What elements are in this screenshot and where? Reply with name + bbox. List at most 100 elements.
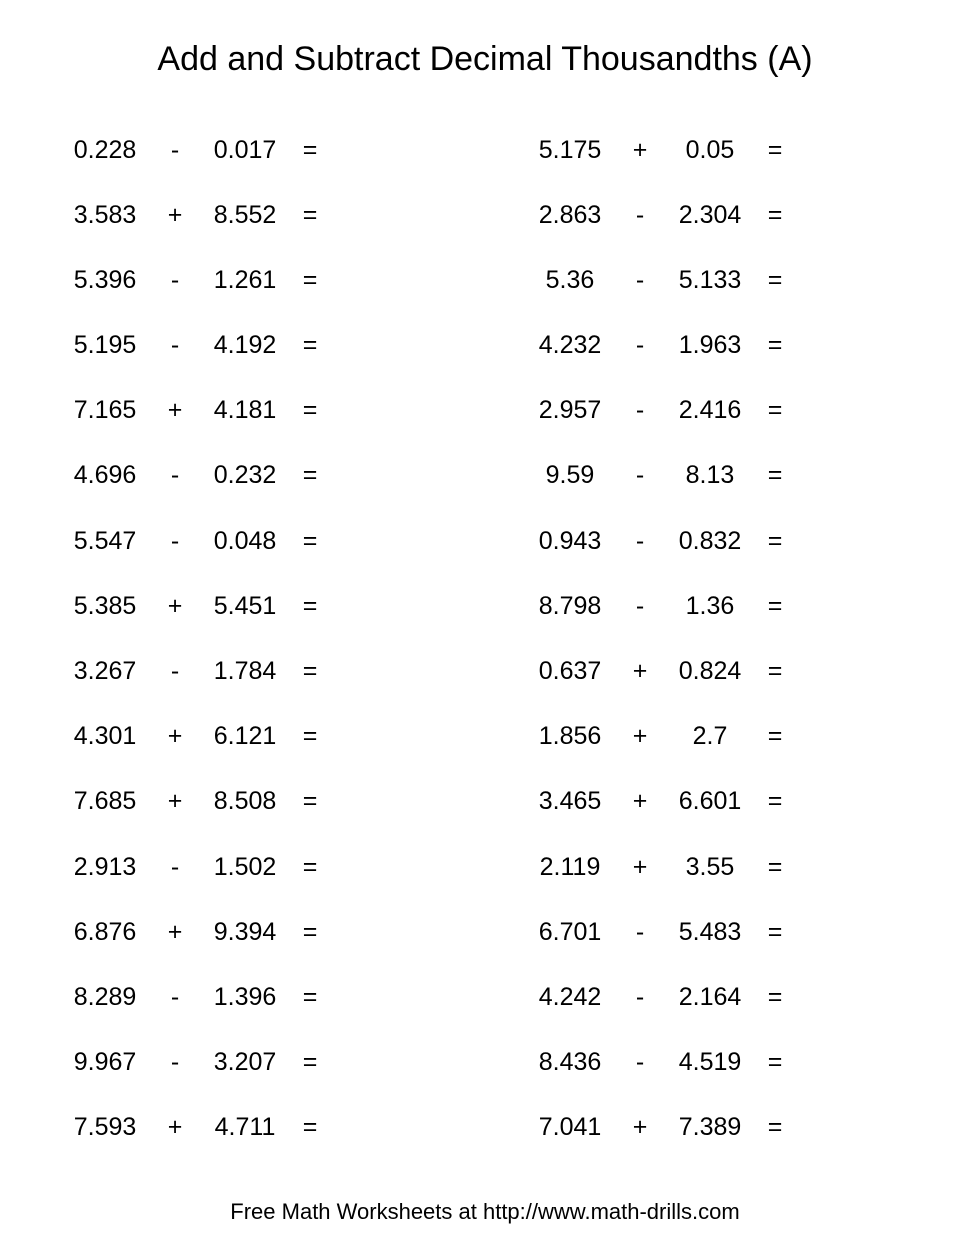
problem-row: 8.436-4.519= — [525, 1032, 910, 1094]
equals-sign: = — [755, 853, 795, 882]
problem-row: 5.36-5.133= — [525, 249, 910, 311]
operand-a: 8.798 — [525, 592, 615, 621]
problem-row: 8.798-1.36= — [525, 575, 910, 637]
operand-a: 5.547 — [60, 527, 150, 556]
problem-row: 9.59-8.13= — [525, 445, 910, 507]
problem-row: 2.913-1.502= — [60, 836, 445, 898]
equals-sign: = — [755, 657, 795, 686]
operand-a: 5.385 — [60, 592, 150, 621]
equals-sign: = — [290, 461, 330, 490]
operand-a: 1.856 — [525, 722, 615, 751]
equals-sign: = — [755, 1113, 795, 1142]
operand-b: 4.192 — [200, 331, 290, 360]
equals-sign: = — [290, 722, 330, 751]
operand-b: 1.36 — [665, 592, 755, 621]
operand-a: 2.913 — [60, 853, 150, 882]
equals-sign: = — [290, 787, 330, 816]
operand-a: 7.041 — [525, 1113, 615, 1142]
equals-sign: = — [290, 527, 330, 556]
equals-sign: = — [755, 983, 795, 1012]
operand-b: 1.261 — [200, 266, 290, 295]
operator: + — [150, 722, 200, 751]
operand-a: 3.267 — [60, 657, 150, 686]
problem-row: 7.593+4.711= — [60, 1097, 445, 1159]
operator: - — [150, 136, 200, 165]
operand-b: 0.017 — [200, 136, 290, 165]
operand-a: 9.59 — [525, 461, 615, 490]
equals-sign: = — [290, 136, 330, 165]
operator: - — [615, 1048, 665, 1077]
operator: - — [150, 1048, 200, 1077]
problem-row: 5.175+0.05= — [525, 119, 910, 181]
problem-row: 4.242-2.164= — [525, 966, 910, 1028]
operator: - — [615, 983, 665, 1012]
problem-row: 0.943-0.832= — [525, 510, 910, 572]
operator: - — [150, 983, 200, 1012]
operand-b: 6.601 — [665, 787, 755, 816]
operand-a: 6.701 — [525, 918, 615, 947]
worksheet-title: Add and Subtract Decimal Thousandths (A) — [50, 40, 920, 79]
equals-sign: = — [755, 918, 795, 947]
problem-row: 7.685+8.508= — [60, 771, 445, 833]
operator: + — [150, 201, 200, 230]
operand-b: 4.181 — [200, 396, 290, 425]
operand-a: 0.943 — [525, 527, 615, 556]
problem-row: 4.301+6.121= — [60, 706, 445, 768]
operator: + — [615, 136, 665, 165]
equals-sign: = — [755, 266, 795, 295]
operand-b: 8.552 — [200, 201, 290, 230]
operand-b: 0.824 — [665, 657, 755, 686]
right-column: 5.175+0.05=2.863-2.304=5.36-5.133=4.232-… — [525, 119, 910, 1159]
equals-sign: = — [755, 1048, 795, 1077]
operator: + — [615, 853, 665, 882]
operand-a: 8.436 — [525, 1048, 615, 1077]
operand-b: 0.048 — [200, 527, 290, 556]
operand-b: 8.508 — [200, 787, 290, 816]
operand-a: 5.195 — [60, 331, 150, 360]
equals-sign: = — [755, 461, 795, 490]
operand-a: 5.396 — [60, 266, 150, 295]
operand-b: 4.711 — [200, 1113, 290, 1142]
operator: - — [150, 527, 200, 556]
equals-sign: = — [755, 396, 795, 425]
operand-a: 8.289 — [60, 983, 150, 1012]
equals-sign: = — [290, 592, 330, 621]
problem-row: 8.289-1.396= — [60, 966, 445, 1028]
left-column: 0.228-0.017=3.583+8.552=5.396-1.261=5.19… — [60, 119, 445, 1159]
equals-sign: = — [290, 396, 330, 425]
problem-row: 0.228-0.017= — [60, 119, 445, 181]
problem-row: 0.637+0.824= — [525, 641, 910, 703]
operator: - — [150, 853, 200, 882]
operator: - — [150, 266, 200, 295]
operand-b: 4.519 — [665, 1048, 755, 1077]
problem-row: 2.863-2.304= — [525, 184, 910, 246]
equals-sign: = — [290, 853, 330, 882]
equals-sign: = — [755, 527, 795, 556]
problems-grid: 0.228-0.017=3.583+8.552=5.396-1.261=5.19… — [50, 119, 920, 1159]
operand-a: 2.119 — [525, 853, 615, 882]
equals-sign: = — [290, 201, 330, 230]
operand-a: 2.863 — [525, 201, 615, 230]
operator: - — [150, 657, 200, 686]
problem-row: 4.696-0.232= — [60, 445, 445, 507]
problem-row: 6.701-5.483= — [525, 901, 910, 963]
operand-b: 1.784 — [200, 657, 290, 686]
operator: + — [150, 918, 200, 947]
operand-b: 8.13 — [665, 461, 755, 490]
operator: + — [150, 592, 200, 621]
equals-sign: = — [755, 136, 795, 165]
operator: - — [150, 461, 200, 490]
operand-b: 2.304 — [665, 201, 755, 230]
operand-a: 7.593 — [60, 1113, 150, 1142]
problem-row: 5.396-1.261= — [60, 249, 445, 311]
operand-a: 4.232 — [525, 331, 615, 360]
problem-row: 2.957-2.416= — [525, 380, 910, 442]
operand-b: 2.164 — [665, 983, 755, 1012]
equals-sign: = — [290, 266, 330, 295]
operand-a: 4.242 — [525, 983, 615, 1012]
operator: + — [615, 722, 665, 751]
problem-row: 3.583+8.552= — [60, 184, 445, 246]
problem-row: 4.232-1.963= — [525, 315, 910, 377]
operand-b: 5.451 — [200, 592, 290, 621]
problem-row: 7.041+7.389= — [525, 1097, 910, 1159]
